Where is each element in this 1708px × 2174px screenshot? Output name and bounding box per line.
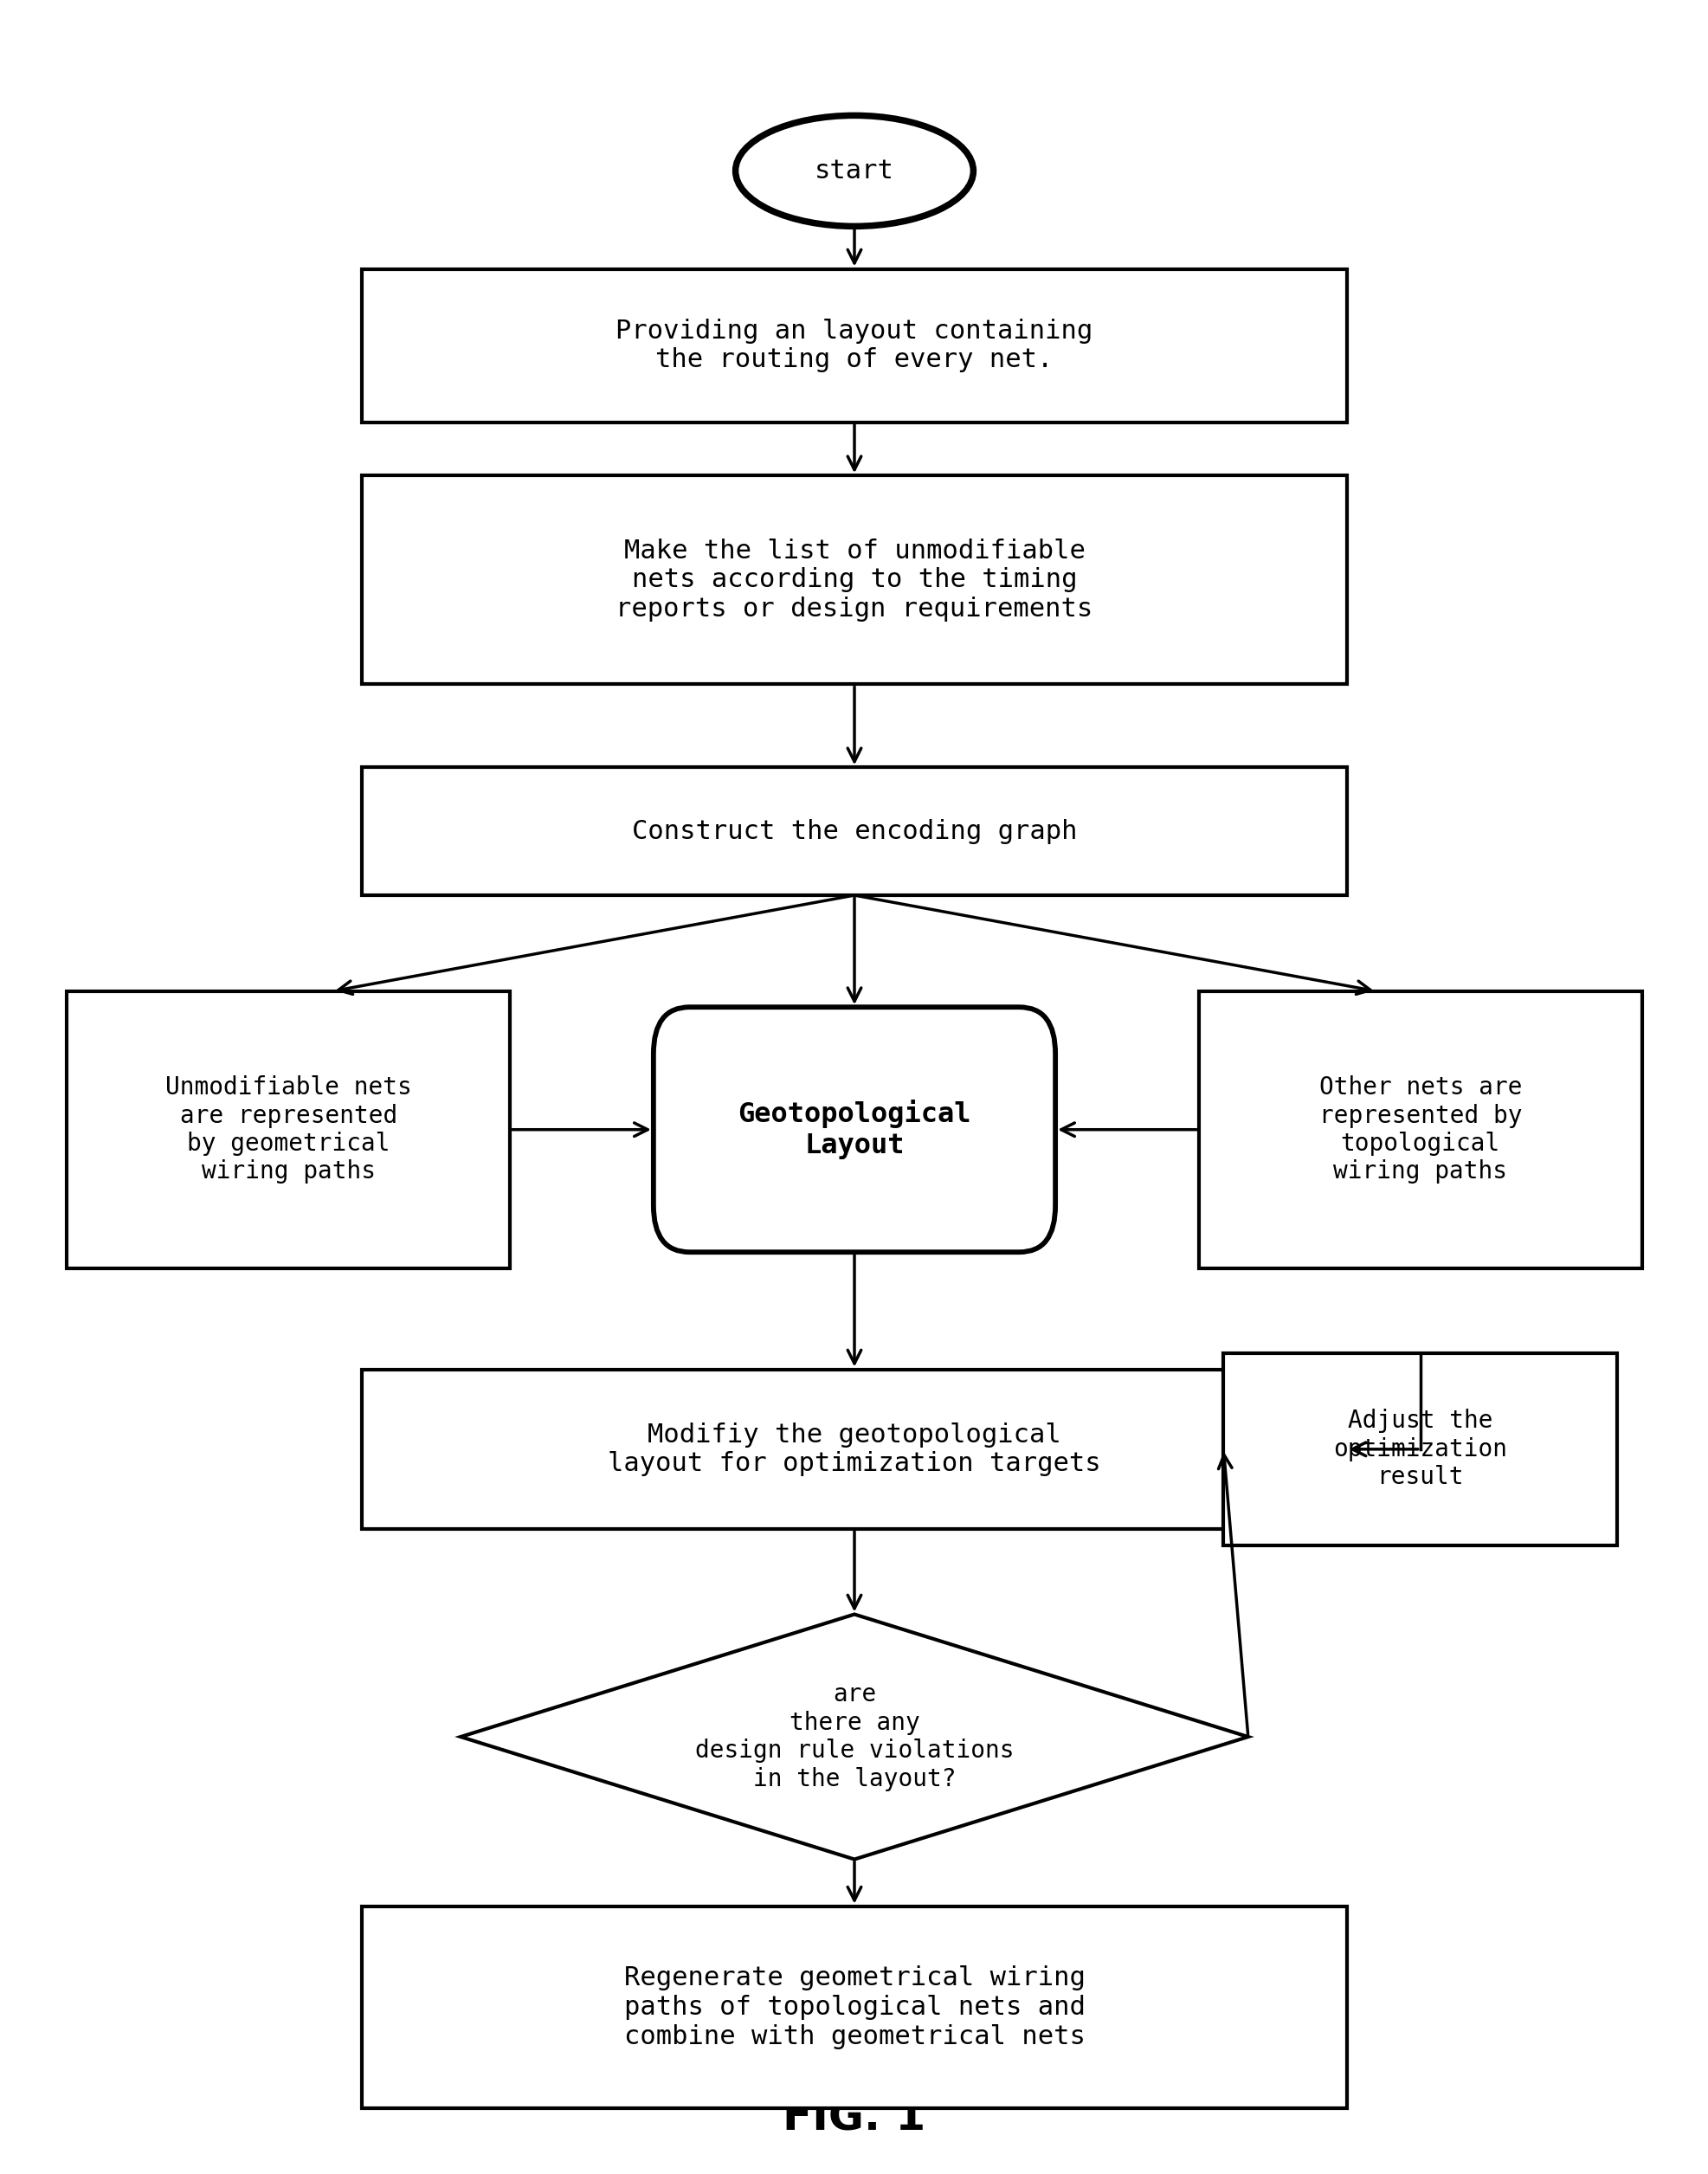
Bar — [362, 270, 1346, 422]
Text: Unmodifiable nets
are represented
by geometrical
wiring paths: Unmodifiable nets are represented by geo… — [166, 1076, 412, 1185]
Text: Geotopological
Layout: Geotopological Layout — [738, 1100, 970, 1159]
Text: Modifiy the geotopological
layout for optimization targets: Modifiy the geotopological layout for op… — [608, 1422, 1100, 1476]
Text: Other nets are
represented by
topological
wiring paths: Other nets are represented by topologica… — [1319, 1076, 1522, 1185]
Text: start: start — [815, 159, 893, 183]
Bar — [67, 991, 509, 1267]
Bar — [362, 767, 1346, 896]
Text: Regenerate geometrical wiring
paths of topological nets and
combine with geometr: Regenerate geometrical wiring paths of t… — [623, 1965, 1085, 2050]
Text: FIG. 1: FIG. 1 — [782, 2098, 926, 2139]
Bar — [362, 1907, 1346, 2109]
Ellipse shape — [734, 115, 974, 226]
Bar — [1223, 1352, 1616, 1546]
Bar — [362, 476, 1346, 685]
Bar — [1199, 991, 1641, 1267]
Bar — [362, 1370, 1346, 1528]
Text: Providing an layout containing
the routing of every net.: Providing an layout containing the routi… — [615, 317, 1093, 372]
Text: Construct the encoding graph: Construct the encoding graph — [632, 820, 1076, 844]
FancyBboxPatch shape — [652, 1007, 1056, 1252]
Text: Adjust the
optimization
result: Adjust the optimization result — [1332, 1409, 1506, 1489]
Text: are
there any
design rule violations
in the layout?: are there any design rule violations in … — [695, 1683, 1013, 1791]
Text: Make the list of unmodifiable
nets according to the timing
reports or design req: Make the list of unmodifiable nets accor… — [615, 539, 1093, 622]
Polygon shape — [461, 1615, 1247, 1859]
